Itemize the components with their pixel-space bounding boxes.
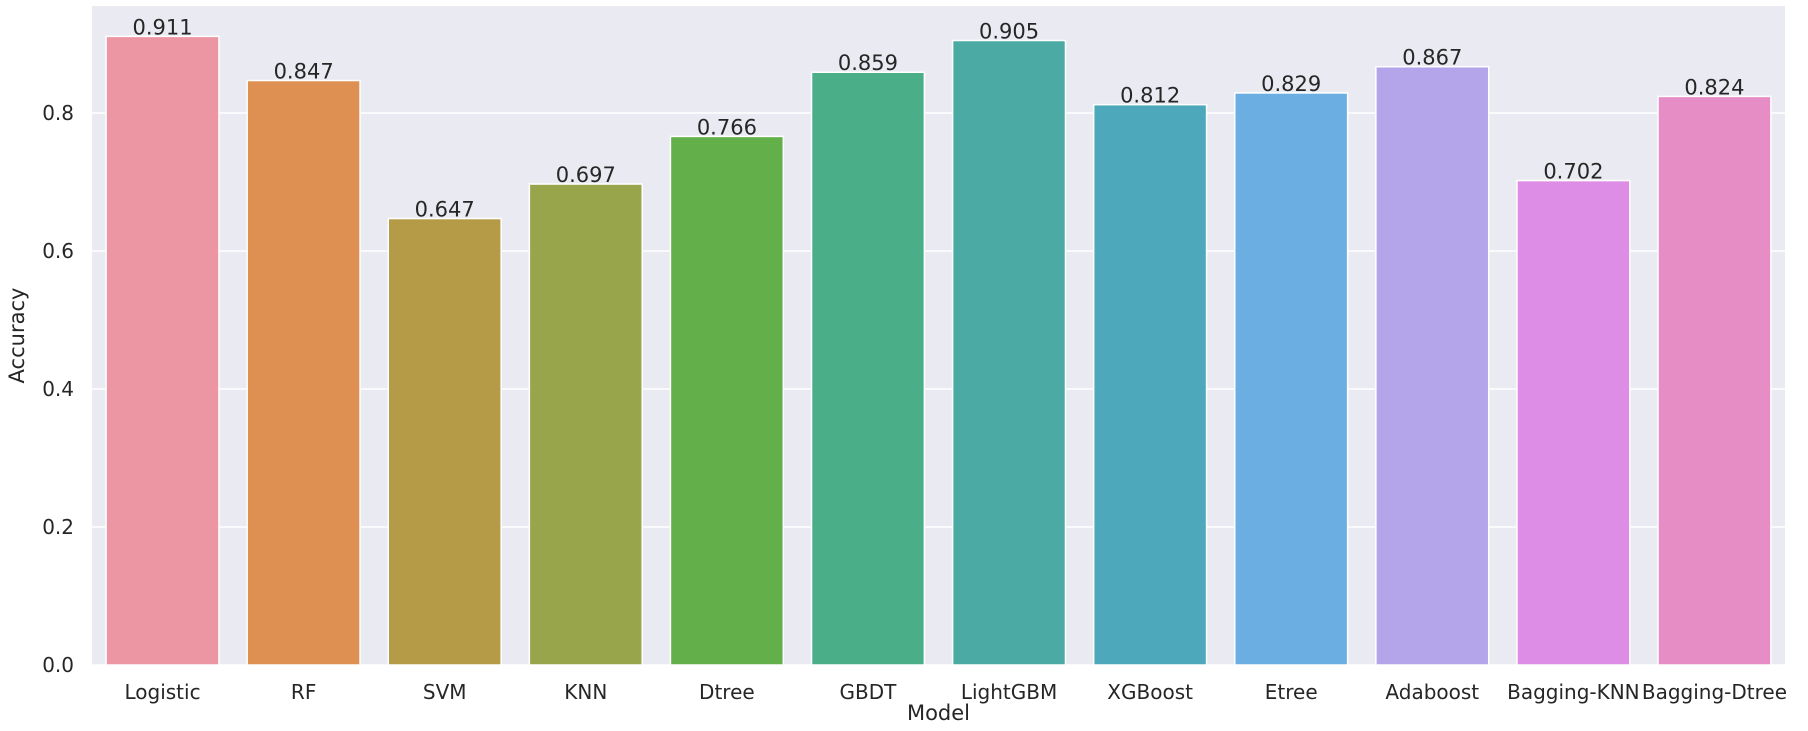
y-tick-label: 0.8 [42, 101, 74, 125]
x-tick-label: Logistic [124, 680, 200, 704]
data-label: 0.824 [1684, 75, 1744, 99]
y-tick-label: 0.4 [42, 377, 74, 401]
bar-svm [387, 217, 502, 666]
bar-etree [1234, 92, 1349, 666]
y-tick-label: 0.0 [42, 653, 74, 677]
data-label: 0.911 [132, 15, 192, 39]
y-axis-label: Accuracy [5, 288, 29, 384]
x-axis-label: Model [907, 701, 970, 725]
x-tick-label: Bagging-KNN [1507, 680, 1640, 704]
bar-dtree [669, 135, 785, 666]
bar-xgboost [1092, 103, 1208, 666]
bar-knn [528, 183, 643, 666]
data-label: 0.829 [1261, 72, 1321, 96]
plot-background [92, 6, 1785, 665]
bar-gbdt [810, 71, 926, 666]
x-tick-label: KNN [564, 680, 607, 704]
y-tick-labels: 0.0 0.2 0.4 0.6 0.8 [42, 101, 74, 677]
bars [105, 35, 1772, 666]
x-tick-labels: Logistic RF SVM KNN Dtree GBDT LightGBM XGBoost… [124, 680, 1787, 704]
data-labels: 0.911 0.847 0.647 0.697 0.766 0.859 0.905 0.812… [132, 15, 1744, 221]
bar-bagging-knn [1516, 179, 1631, 666]
y-tick-label: 0.6 [42, 239, 74, 263]
x-tick-label: SVM [423, 680, 467, 704]
gridlines [92, 112, 1785, 666]
data-label: 0.905 [979, 20, 1039, 44]
bar-bagging-dtree [1657, 95, 1772, 666]
bar-adaboost [1375, 65, 1490, 666]
data-label: 0.766 [697, 115, 757, 139]
data-label: 0.859 [838, 51, 898, 75]
x-tick-label: LightGBM [961, 680, 1057, 704]
x-tick-label: XGBoost [1107, 680, 1193, 704]
bar-lightgbm [951, 39, 1067, 666]
x-tick-label: GBDT [840, 680, 898, 704]
x-tick-label: Etree [1265, 680, 1318, 704]
data-label: 0.697 [556, 163, 616, 187]
y-tick-label: 0.2 [42, 515, 74, 539]
x-tick-label: Bagging-Dtree [1642, 680, 1787, 704]
data-label: 0.847 [274, 60, 334, 84]
data-label: 0.812 [1120, 84, 1180, 108]
bar-rf [246, 79, 361, 666]
x-tick-label: Dtree [699, 680, 755, 704]
data-label: 0.867 [1402, 46, 1462, 70]
bar-logistic [105, 35, 220, 666]
data-label: 0.647 [415, 198, 475, 222]
data-label: 0.702 [1543, 160, 1603, 184]
x-tick-label: RF [291, 680, 316, 704]
x-tick-label: Adaboost [1385, 680, 1479, 704]
